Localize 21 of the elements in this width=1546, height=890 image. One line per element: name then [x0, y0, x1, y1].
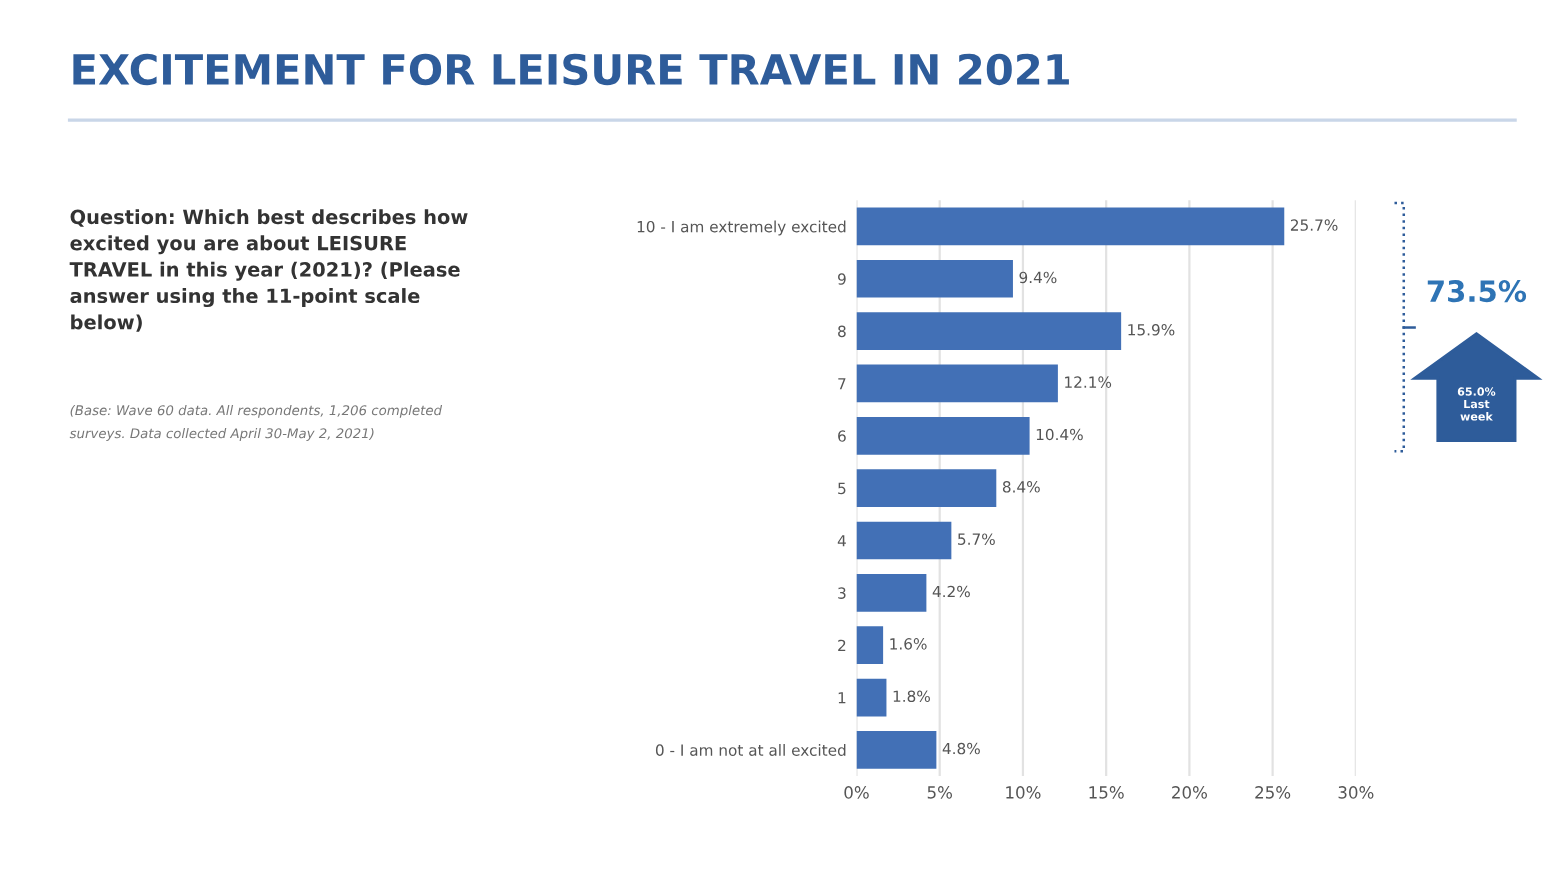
- bar: [856, 626, 884, 665]
- bar: [856, 574, 927, 612]
- bar: [856, 521, 952, 560]
- bar: [856, 678, 887, 717]
- x-tick-label: 15%: [1089, 786, 1124, 799]
- bar: [856, 207, 1285, 246]
- x-tick-label: 20%: [1172, 786, 1207, 799]
- x-tick-label: 25%: [1255, 786, 1291, 799]
- text: 73.5%: [1427, 280, 1527, 303]
- chart-title: EXCITEMENT FOR LEISURE TRAVEL IN 2021: [73, 53, 1069, 86]
- bar: [856, 259, 1013, 298]
- bar: [856, 416, 1030, 455]
- x-tick-label: 30%: [1338, 786, 1374, 799]
- bar: [856, 731, 937, 769]
- x-tick-label: 5%: [927, 786, 953, 799]
- text: Question: Which best describes how excited you are about LEISURE TRAVEL in this year (2021)? (Please answer using the 11-point scale below): [69, 209, 468, 332]
- bar: [856, 469, 997, 508]
- bar: [856, 364, 1058, 403]
- bar: [856, 312, 1122, 350]
- x-tick-label: 0%: [844, 786, 869, 799]
- x-tick-label: 10%: [1006, 786, 1041, 799]
